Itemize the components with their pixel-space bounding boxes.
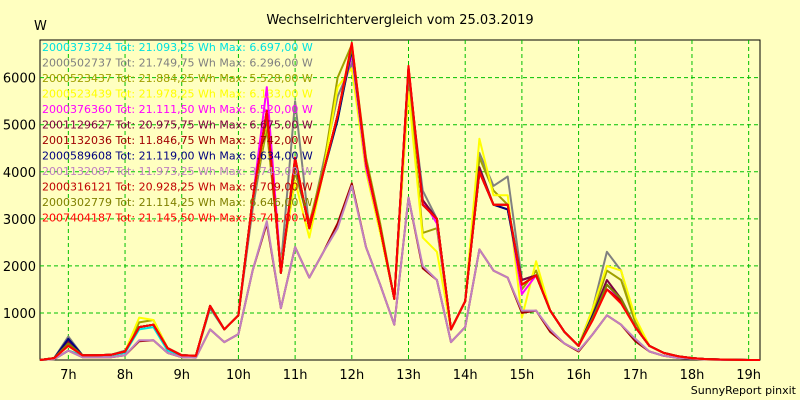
legend-entry-2: 2000502737 Tot: 21.749,75 Wh Max: 6.296,… [42,57,313,70]
x-tick-label: 18h [680,368,705,383]
series-line-12 [39,41,760,361]
y-tick-label: 4000 [3,166,36,181]
chart-title: Wechselrichtervergleich vom 25.03.2019 [266,13,533,28]
x-tick-label: 17h [623,368,648,383]
y-tick-label: 2000 [3,260,36,275]
x-tick-label: 10h [226,368,251,383]
x-tick-label: 13h [396,368,421,383]
x-tick-label: 19h [736,368,761,383]
x-tick-label: 15h [509,368,534,383]
legend-entry-4: 2000523439 Tot: 21.978,25 Wh Max: 6.133,… [42,88,313,101]
y-tick-label: 6000 [3,72,36,87]
series-line-9 [39,184,760,361]
footer-credit: SunnyReport pinxit [691,384,797,397]
x-tick-label: 11h [283,368,308,383]
y-tick-label: 1000 [3,307,36,322]
legend-entry-7: 2001132036 Tot: 11.846,75 Wh Max: 3.742,… [42,134,313,147]
legend-entry-5: 2000376360 Tot: 21.111,50 Wh Max: 6.520,… [42,103,313,116]
x-tick-label: 9h [173,368,190,383]
x-tick-label: 14h [453,368,478,383]
y-axis-label: W [34,19,47,34]
legend-entry-1: 2000373724 Tot: 21.093,25 Wh Max: 6.697,… [42,41,313,54]
legend-entry-6: 2001129627 Tot: 20.975,75 Wh Max: 6.675,… [42,119,313,132]
legend-entry-8: 2000589608 Tot: 21.119,00 Wh Max: 6.634,… [42,150,313,163]
x-tick-label: 7h [60,368,77,383]
x-tick-label: 16h [566,368,591,383]
y-tick-label: 3000 [3,213,36,228]
series-layer [39,41,760,361]
legend-entry-9: 2001132087 Tot: 11.973,25 Wh Max: 3.743,… [42,165,313,178]
x-tick-label: 8h [117,368,134,383]
y-tick-label: 5000 [3,119,36,134]
legend-entry-12: 2007404187 Tot: 21.145,50 Wh Max: 6.741,… [42,212,313,225]
x-tick-label: 12h [339,368,364,383]
legend-entry-10: 2000316121 Tot: 20.928,25 Wh Max: 6.709,… [42,181,313,194]
legend: 2000373724 Tot: 21.093,25 Wh Max: 6.697,… [42,41,313,225]
legend-entry-11: 2000302779 Tot: 21.114,25 Wh Max: 6.646,… [42,196,313,209]
legend-entry-3: 2000523437 Tot: 21.884,25 Wh Max: 5.528,… [42,72,313,85]
